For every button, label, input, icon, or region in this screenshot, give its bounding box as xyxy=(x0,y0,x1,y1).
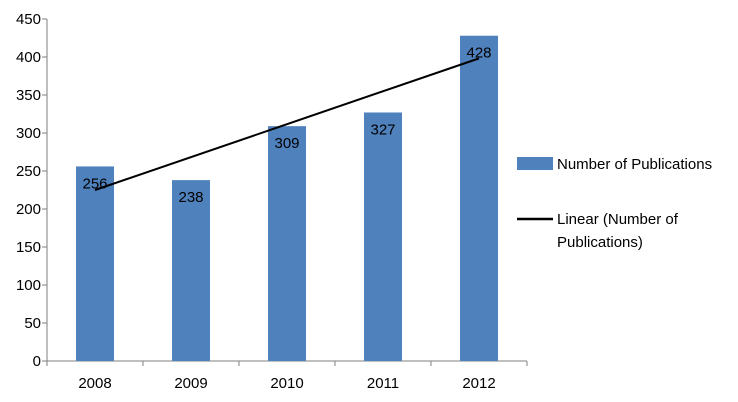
x-tick-label: 2010 xyxy=(270,375,303,392)
x-tick-label: 2011 xyxy=(367,375,399,392)
y-tick-label: 0 xyxy=(33,353,41,370)
y-tick-label: 400 xyxy=(16,49,41,66)
plot-area: 0501001502002503003504004502562008238200… xyxy=(16,11,528,392)
data-label: 428 xyxy=(466,45,491,62)
x-tick-label: 2009 xyxy=(174,375,207,392)
data-label: 238 xyxy=(178,189,203,206)
bar xyxy=(460,35,498,361)
bar xyxy=(364,112,402,361)
legend-swatch-bar xyxy=(517,157,553,170)
bar xyxy=(76,166,114,361)
y-tick-label: 300 xyxy=(16,125,41,142)
legend: Number of Publications Linear (Number of… xyxy=(517,156,712,251)
trendline xyxy=(94,57,480,191)
x-tick-label: 2012 xyxy=(462,375,495,392)
y-tick-label: 150 xyxy=(16,239,41,256)
y-tick-label: 50 xyxy=(24,315,41,332)
legend-label-trendline-line2: Publications) xyxy=(557,234,643,251)
y-tick-label: 250 xyxy=(16,163,41,180)
y-tick-label: 200 xyxy=(16,201,41,218)
bar xyxy=(172,180,210,361)
y-tick-label: 450 xyxy=(16,11,41,28)
data-label: 309 xyxy=(274,135,299,152)
y-tick-label: 350 xyxy=(16,87,41,104)
data-label: 327 xyxy=(370,121,395,138)
y-tick-label: 100 xyxy=(16,277,41,294)
legend-label-bar: Number of Publications xyxy=(557,156,712,173)
x-tick-label: 2008 xyxy=(78,375,111,392)
legend-label-trendline-line1: Linear (Number of xyxy=(557,211,679,228)
bar xyxy=(268,126,306,361)
